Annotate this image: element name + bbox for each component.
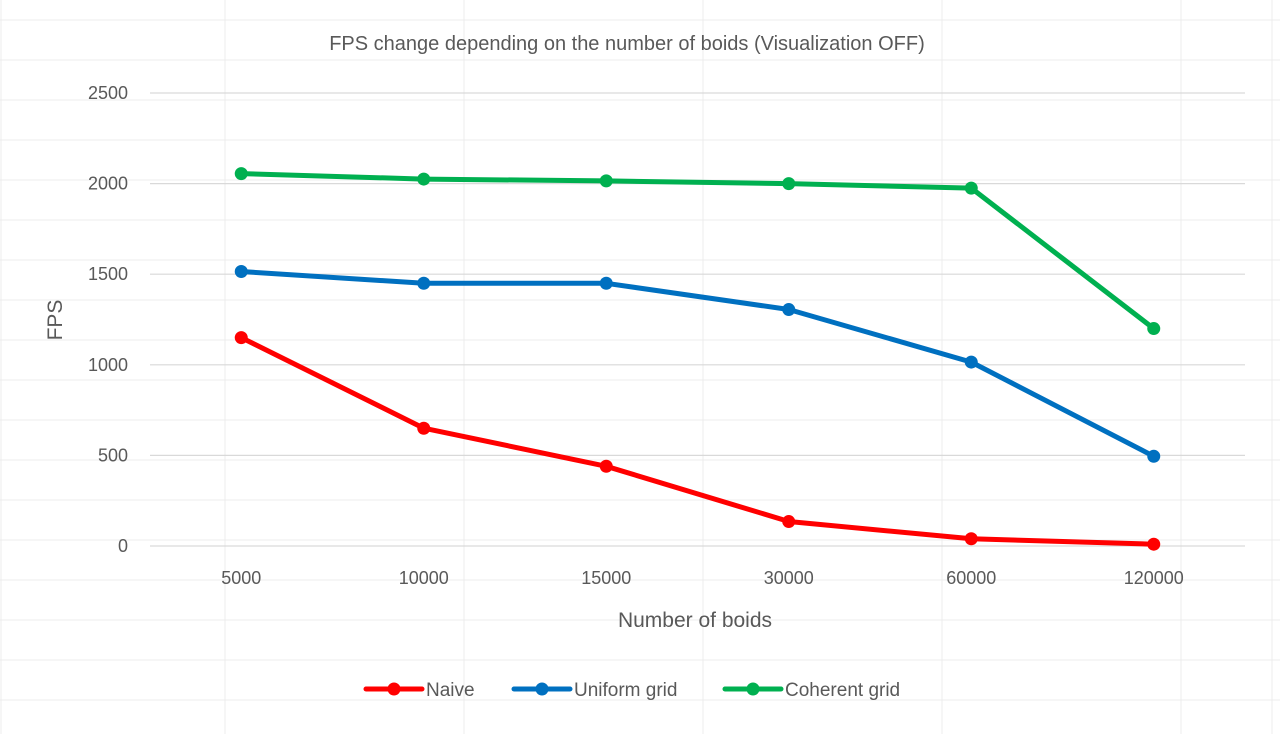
series-uniform-grid [234, 264, 1161, 463]
data-point-coherent-grid [417, 172, 431, 186]
x-tick-label: 60000 [946, 568, 996, 588]
gridlines [150, 92, 1245, 547]
legend-item-naive: Naive [363, 680, 475, 701]
legend-swatch-marker [535, 682, 549, 696]
data-point-uniform-grid [599, 276, 613, 290]
y-tick-labels: 0 500 1000 1500 2000 2500 [88, 83, 128, 556]
legend-label: Uniform grid [574, 680, 677, 701]
legend-label: Naive [426, 680, 475, 701]
data-point-uniform-grid [782, 303, 796, 317]
x-tick-label: 10000 [399, 568, 449, 588]
series-line-naive [238, 335, 1157, 547]
legend-label: Coherent grid [785, 680, 900, 701]
data-point-naive [1147, 537, 1161, 551]
data-point-uniform-grid [964, 355, 978, 369]
y-tick-label: 1000 [88, 355, 128, 375]
data-point-naive [417, 421, 431, 435]
data-point-coherent-grid [782, 177, 796, 191]
data-point-coherent-grid [599, 174, 613, 188]
x-tick-labels: 5000 10000 15000 30000 60000 120000 [221, 568, 1184, 588]
data-point-uniform-grid [234, 264, 248, 278]
series-line-coherent-grid [238, 171, 1157, 332]
x-tick-label: 30000 [764, 568, 814, 588]
y-tick-label: 500 [98, 445, 128, 465]
series-group [234, 167, 1161, 551]
chart-title: FPS change depending on the number of bo… [329, 33, 925, 55]
y-axis-title: FPS [44, 300, 67, 341]
data-point-naive [782, 515, 796, 529]
y-tick-label: 2500 [88, 83, 128, 103]
data-point-uniform-grid [417, 276, 431, 290]
series-coherent-grid [234, 167, 1161, 336]
data-point-naive [964, 532, 978, 546]
legend: Naive Uniform grid Coherent grid [363, 680, 900, 701]
legend-item-coherent-grid: Coherent grid [722, 680, 900, 701]
series-line-uniform-grid [238, 269, 1157, 459]
x-tick-label: 15000 [581, 568, 631, 588]
legend-item-uniform-grid: Uniform grid [511, 680, 677, 701]
data-point-naive [599, 459, 613, 473]
x-tick-label: 120000 [1124, 568, 1184, 588]
series-naive [234, 331, 1161, 551]
y-tick-label: 1500 [88, 264, 128, 284]
y-tick-label: 0 [118, 536, 128, 556]
data-point-naive [234, 331, 248, 345]
legend-swatch-marker [746, 682, 760, 696]
data-point-coherent-grid [234, 167, 248, 181]
x-axis-title: Number of boids [618, 609, 772, 632]
data-point-uniform-grid [1147, 449, 1161, 463]
x-tick-label: 5000 [221, 568, 261, 588]
data-point-coherent-grid [964, 181, 978, 195]
data-point-coherent-grid [1147, 322, 1161, 336]
legend-swatch-marker [387, 682, 401, 696]
y-tick-label: 2000 [88, 174, 128, 194]
